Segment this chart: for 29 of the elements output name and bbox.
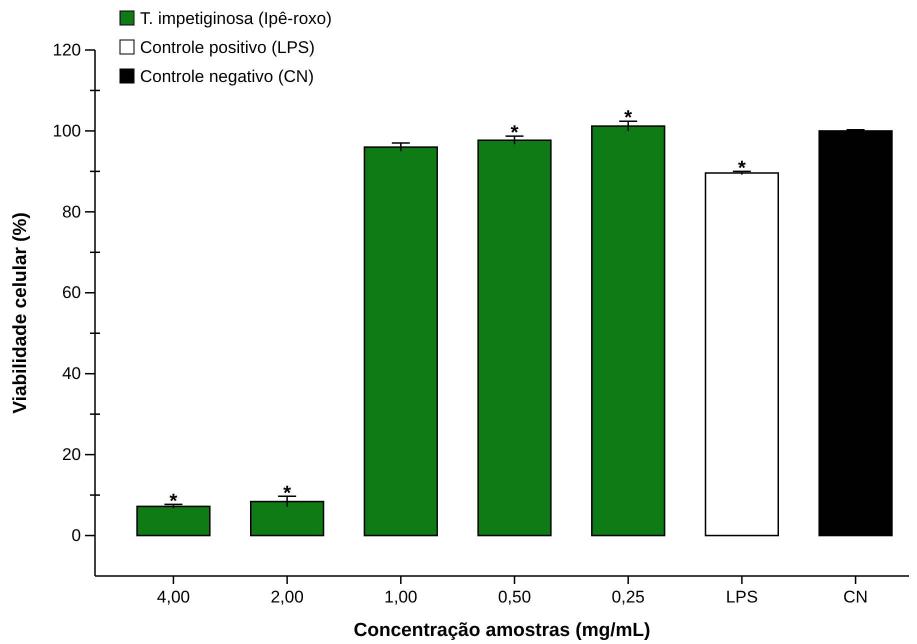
x-tick-label: 1,00	[384, 587, 418, 606]
y-tick-label: 0	[72, 526, 81, 545]
annotation: *	[510, 122, 519, 144]
y-tick-label: 40	[62, 364, 81, 384]
annotation: *	[624, 107, 632, 130]
y-axis-title: Viabilidade celular (%)	[10, 212, 31, 414]
y-tick-label: 120	[52, 40, 81, 60]
annotation: *	[283, 482, 292, 504]
y-tick-label: 100	[52, 121, 81, 140]
x-tick-label: CN	[843, 587, 868, 606]
bar	[136, 506, 211, 536]
x-tick-label: LPS	[726, 587, 758, 606]
y-tick-label: 60	[62, 283, 81, 302]
bar	[704, 172, 780, 536]
x-tick-label: 2,00	[270, 587, 304, 606]
y-tick-label: 80	[62, 202, 81, 222]
annotation: *	[738, 157, 746, 180]
bar	[477, 139, 552, 536]
legend-label: T. impetiginosa (Ipê-roxo)	[140, 9, 332, 28]
bar	[818, 130, 893, 536]
legend-label: Controle negativo (CN)	[140, 67, 314, 86]
annotation: *	[170, 490, 178, 512]
x-tick-label: 4,00	[156, 587, 190, 606]
bar	[364, 146, 438, 536]
legend-label: Controle positivo (LPS)	[140, 38, 315, 57]
x-tick-label: 0,50	[498, 587, 532, 606]
y-tick-label: 20	[62, 445, 81, 464]
x-axis-title: Concentração amostras (mg/mL)	[354, 620, 650, 641]
x-tick-label: 0,25	[612, 587, 645, 606]
